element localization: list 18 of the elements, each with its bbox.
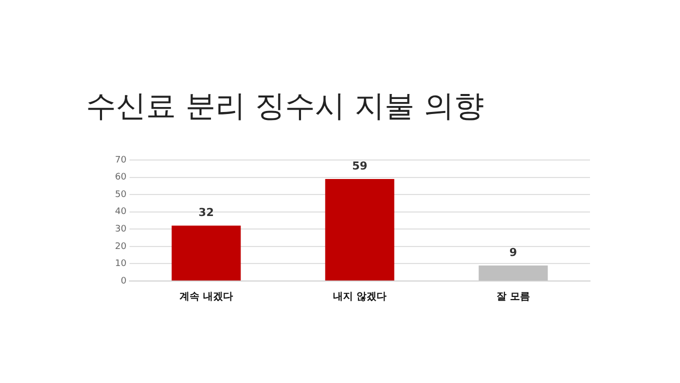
x-tick-label: 내지 않겠다	[332, 292, 386, 303]
data-label: 9	[509, 246, 518, 259]
y-tick-label: 40	[115, 207, 127, 218]
bar	[172, 226, 241, 280]
y-tick-label: 20	[115, 242, 127, 252]
x-tick-label: 계속 내겠다	[179, 292, 233, 303]
bar	[478, 265, 548, 280]
y-tick-label: 30	[115, 224, 127, 234]
x-tick-label: 잘 모름	[496, 292, 530, 303]
y-tick-label: 10	[115, 259, 127, 270]
bar	[325, 179, 394, 280]
data-label: 32	[198, 206, 214, 220]
y-tick-label: 70	[115, 155, 127, 166]
chart-title: 수신료 분리 징수시 지불 의향	[86, 88, 484, 126]
y-tick-label: 0	[120, 276, 127, 286]
y-tick-label: 50	[115, 190, 127, 200]
y-tick-label: 60	[115, 172, 127, 183]
data-label: 59	[352, 159, 368, 172]
